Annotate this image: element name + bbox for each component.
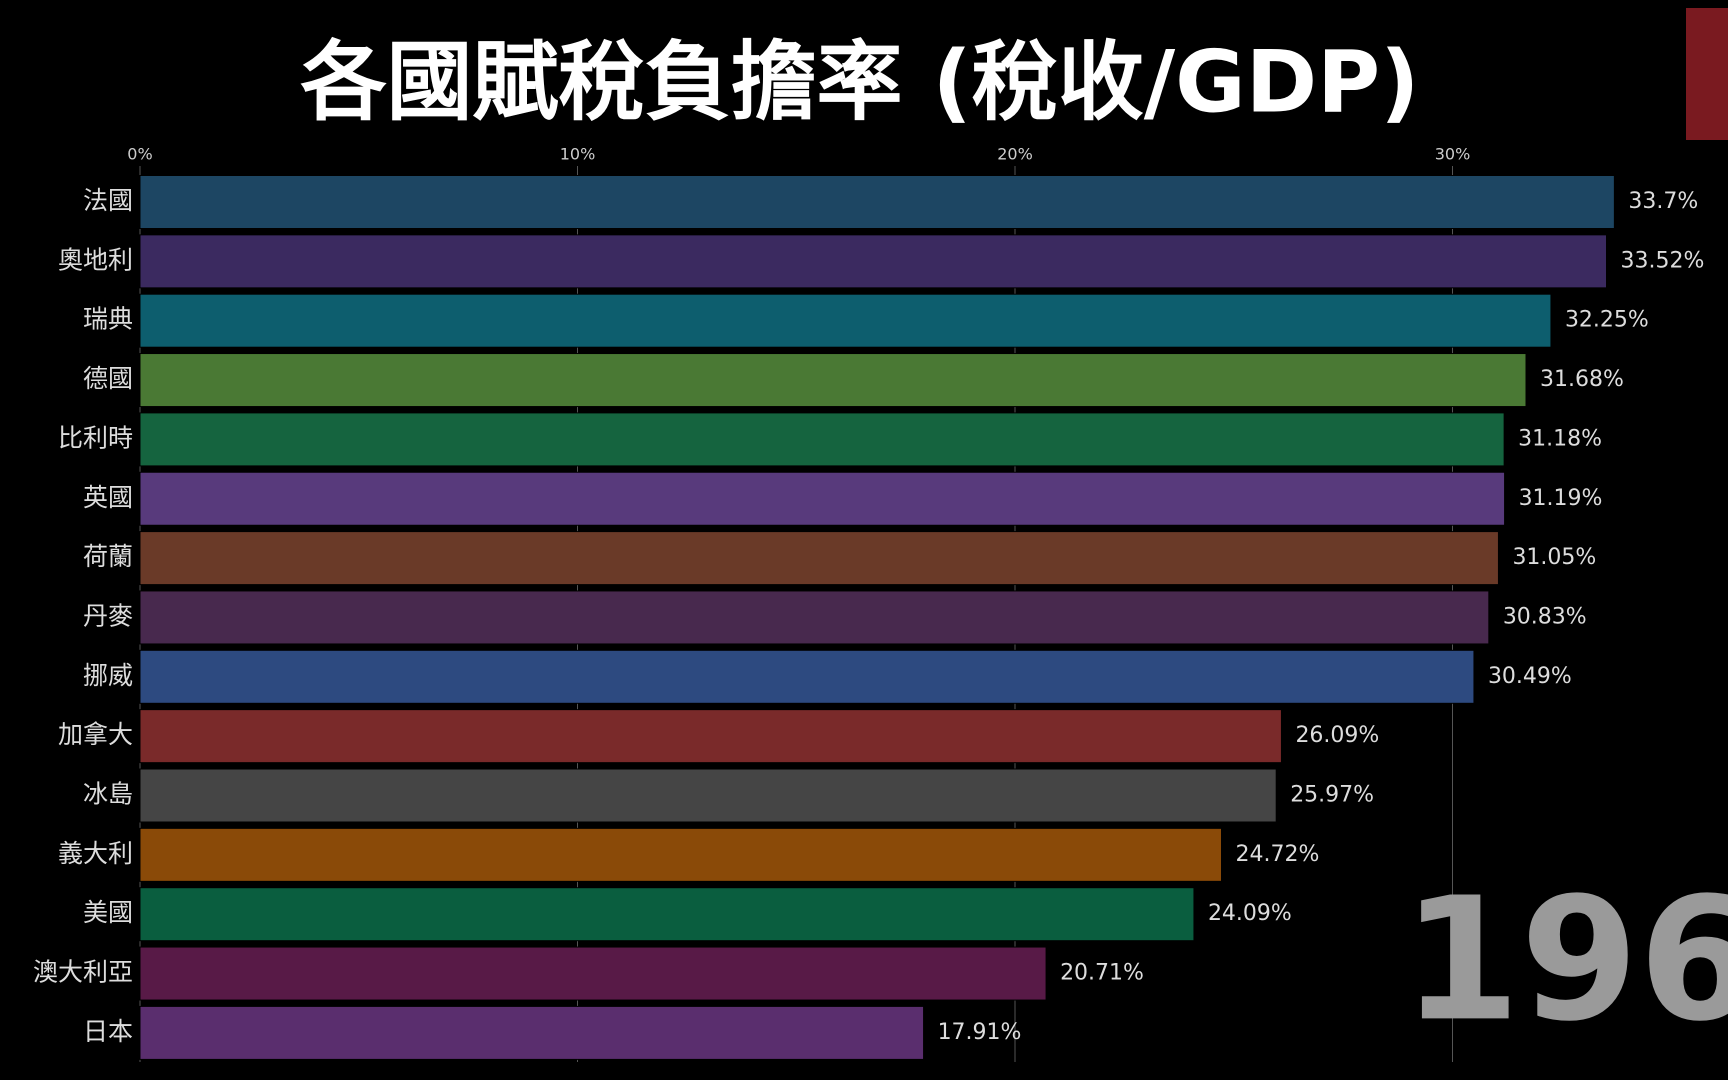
category-label: 法國 (83, 186, 133, 215)
value-label: 24.72% (1236, 842, 1320, 867)
category-label: 德國 (83, 364, 133, 393)
category-label: 加拿大 (58, 720, 133, 749)
category-label: 荷蘭 (83, 542, 133, 571)
value-label: 31.19% (1519, 486, 1603, 511)
category-label: 冰島 (83, 780, 133, 809)
value-label: 17.91% (938, 1020, 1022, 1045)
bar (139, 471, 1506, 526)
bar (139, 1005, 925, 1060)
logo (1686, 8, 1728, 140)
bar (139, 649, 1475, 704)
category-label: 比利時 (58, 423, 133, 452)
value-label: 30.49% (1488, 664, 1572, 689)
value-label: 33.7% (1628, 189, 1698, 214)
value-label: 31.18% (1518, 426, 1602, 451)
category-label: 挪威 (83, 661, 133, 690)
bar (139, 768, 1277, 823)
bar (139, 234, 1607, 289)
chart-title: 各國賦稅負擔率 (稅收/GDP) (301, 32, 1420, 132)
category-label: 美國 (83, 898, 133, 927)
category-label: 丹麥 (83, 601, 133, 630)
x-tick-label: 30% (1435, 145, 1471, 164)
bar (139, 175, 1615, 229)
year-label: 1966 (1402, 861, 1728, 1059)
value-label: 33.52% (1621, 248, 1705, 273)
bar (139, 946, 1047, 1001)
category-label: 瑞典 (83, 305, 133, 334)
value-label: 26.09% (1295, 723, 1379, 748)
bar (139, 827, 1222, 882)
x-tick-label: 0% (127, 145, 152, 164)
bar (139, 531, 1499, 586)
value-label: 32.25% (1565, 308, 1649, 333)
bar (139, 709, 1282, 764)
value-label: 25.97% (1290, 783, 1374, 808)
category-label: 義大利 (58, 839, 133, 868)
category-label: 日本 (83, 1017, 133, 1046)
bar (139, 293, 1552, 348)
value-label: 31.68% (1540, 367, 1624, 392)
value-label: 30.83% (1503, 604, 1587, 629)
value-label: 24.09% (1208, 901, 1292, 926)
bar (139, 887, 1195, 942)
value-label: 31.05% (1512, 545, 1596, 570)
bar (139, 412, 1505, 467)
x-tick-label: 20% (997, 145, 1033, 164)
category-label: 澳大利亞 (33, 958, 133, 987)
category-label: 奧地利 (58, 245, 133, 274)
x-tick-label: 10% (560, 145, 596, 164)
bar (139, 353, 1527, 408)
category-label: 英國 (83, 483, 133, 512)
bar (139, 590, 1490, 645)
value-label: 20.71% (1060, 961, 1144, 986)
